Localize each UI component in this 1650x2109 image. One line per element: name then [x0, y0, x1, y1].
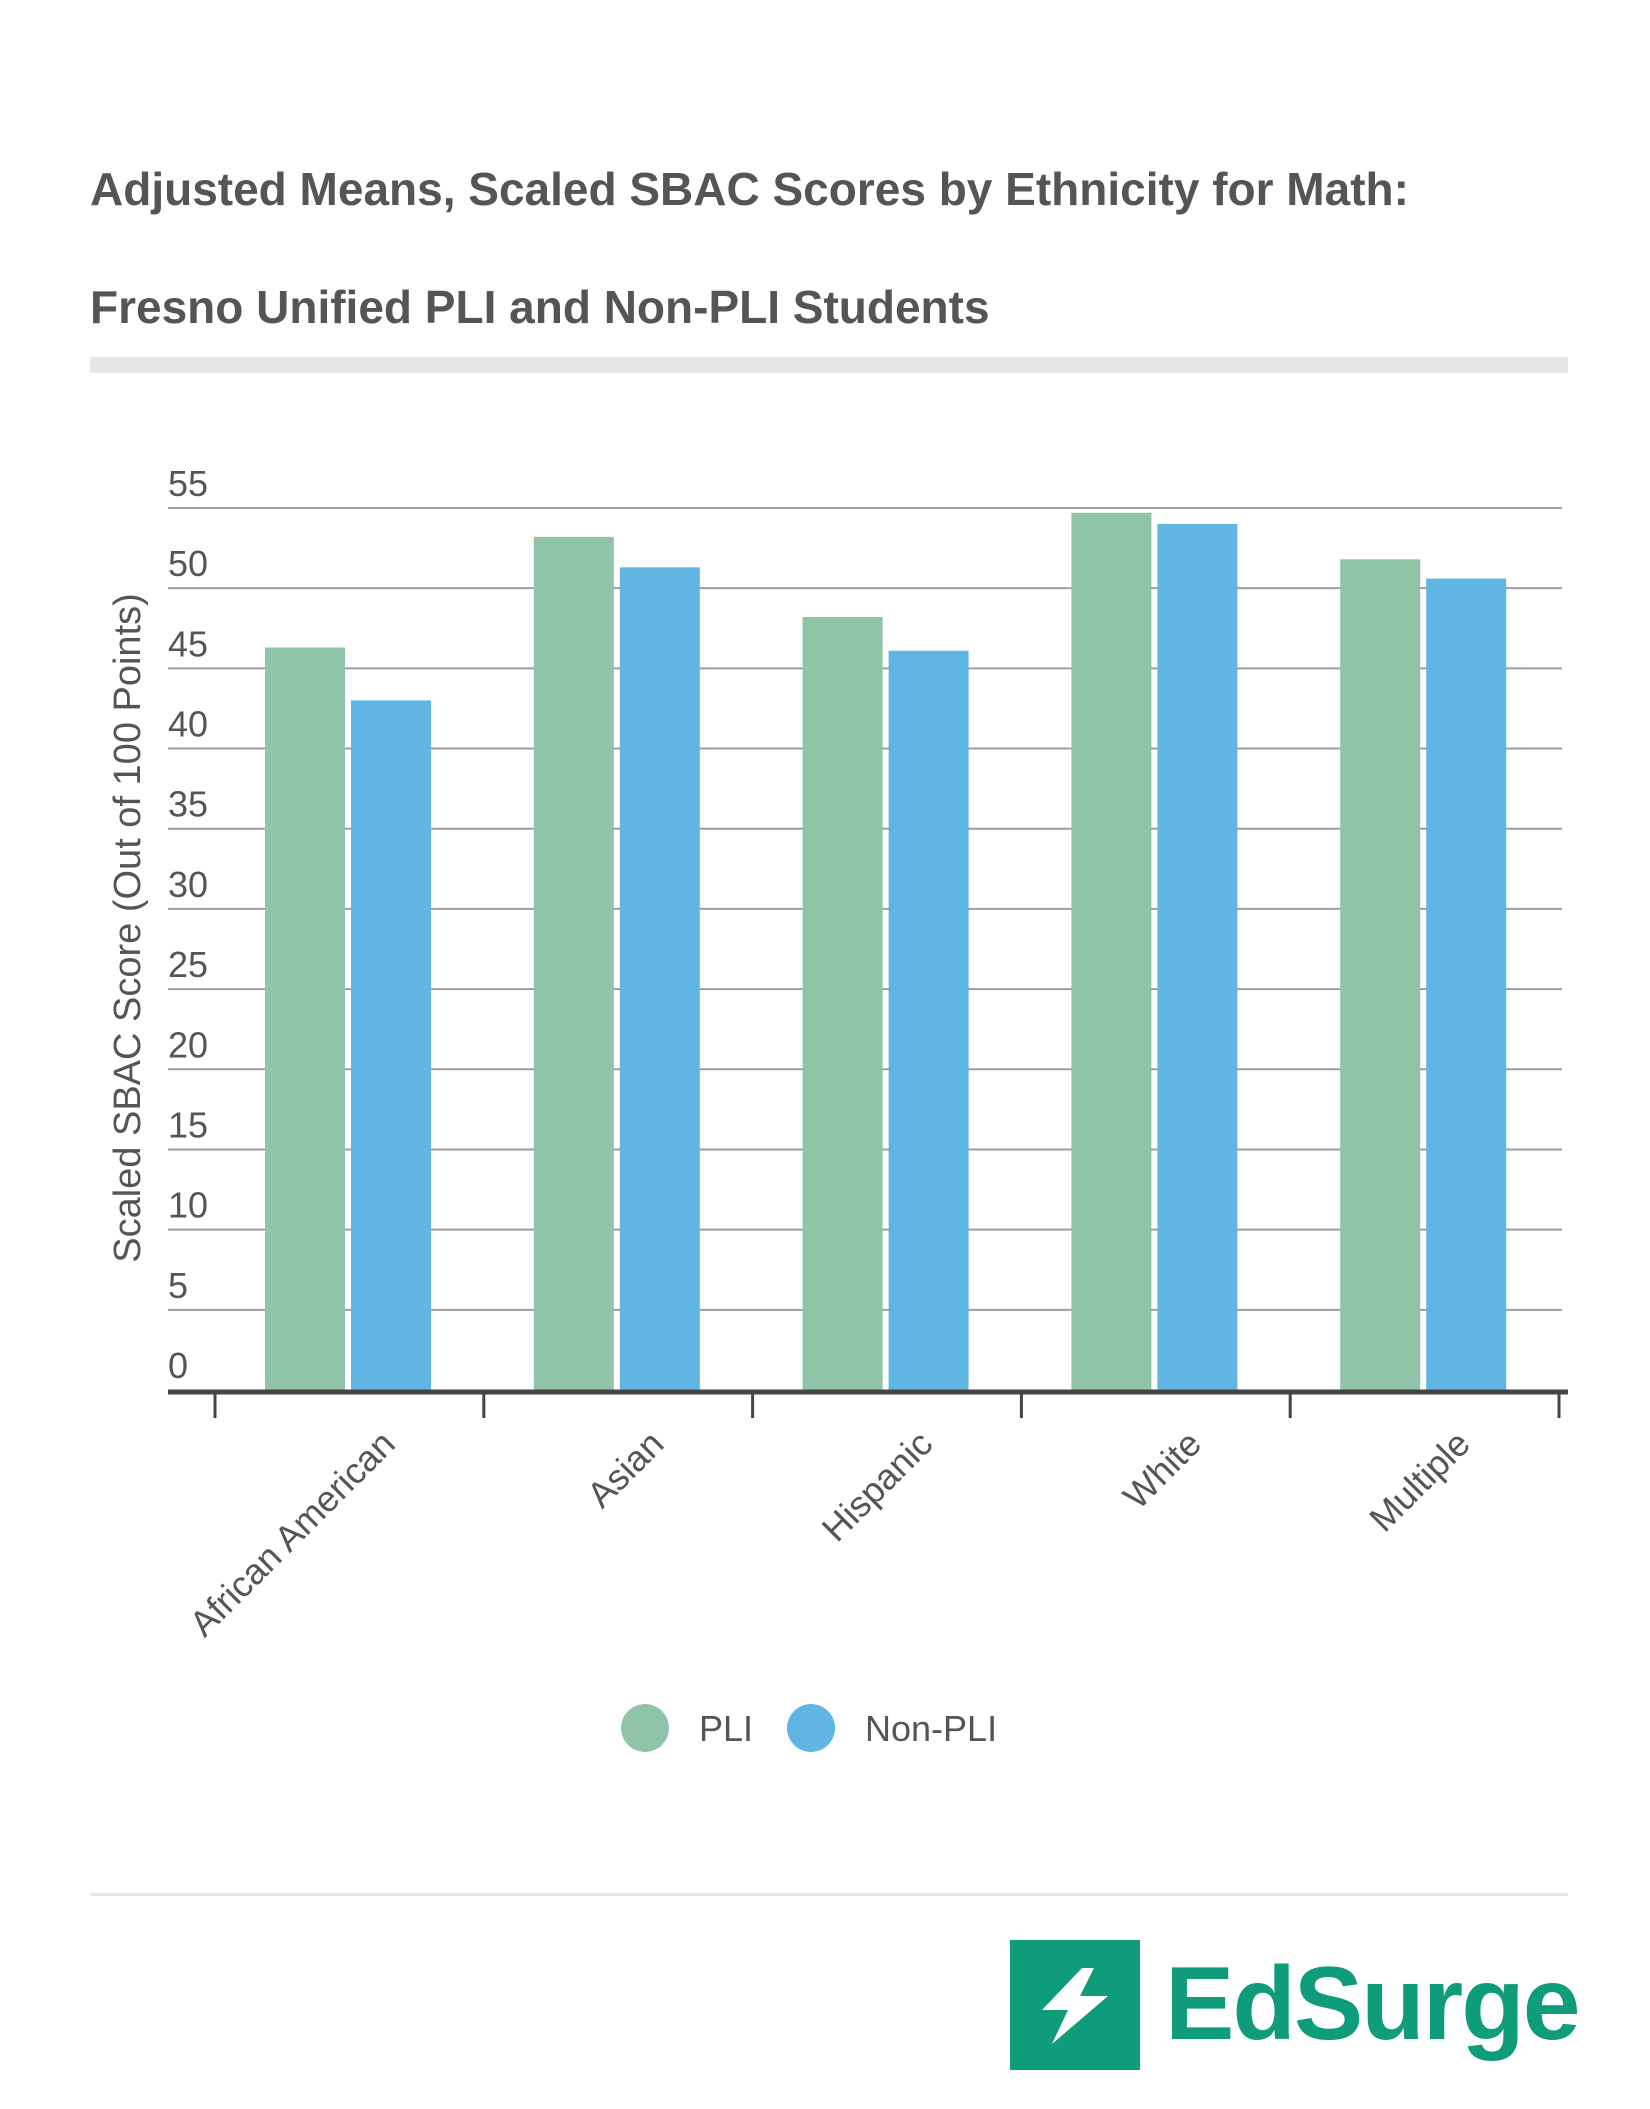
y-tick-label: 55 [168, 463, 208, 504]
x-tick-label: Hispanic [814, 1423, 941, 1550]
bar-non-pli [1426, 578, 1507, 1390]
chart-title: Adjusted Means, Scaled SBAC Scores by Et… [90, 163, 1409, 333]
bar-non-pli [888, 650, 969, 1390]
y-tick-label: 20 [168, 1024, 208, 1065]
y-tick-label: 0 [168, 1345, 188, 1386]
legend-swatch [621, 1704, 669, 1752]
edsurge-logo: EdSurge [1010, 1940, 1581, 2070]
bar-non-pli [1157, 524, 1238, 1390]
bar-pli [802, 617, 883, 1390]
x-tick-label: Asian [579, 1423, 672, 1516]
y-tick-label: 35 [168, 784, 208, 825]
y-tick-label: 25 [168, 944, 208, 985]
bar-pli [533, 536, 614, 1390]
bar-pli [1340, 559, 1421, 1390]
y-tick-label: 50 [168, 543, 208, 584]
x-tick-label: Multiple [1361, 1423, 1478, 1540]
lightning-bolt-icon [1010, 1940, 1140, 2070]
y-tick-label: 10 [168, 1185, 208, 1226]
bar-non-pli [351, 700, 431, 1390]
x-tick-label: White [1115, 1423, 1209, 1517]
y-tick-label: 5 [168, 1265, 188, 1306]
legend-swatch [787, 1704, 835, 1752]
bar-non-pli [619, 567, 700, 1390]
x-tick-label: African American [181, 1423, 402, 1644]
bar-pli [1071, 512, 1152, 1390]
bar-pli [265, 647, 345, 1390]
y-tick-label: 30 [168, 864, 208, 905]
y-tick-label: 45 [168, 623, 208, 664]
bar-chart: 0 5 10 15 20 25 30 35 40 45 50 55 Scaled SBAC Score … [107, 463, 1568, 1752]
logo-wordmark: EdSurge [1165, 1946, 1581, 2062]
legend-label: PLI [699, 1708, 753, 1749]
title-divider [90, 357, 1568, 373]
y-tick-label: 40 [168, 704, 208, 745]
y-tick-label: 15 [168, 1104, 208, 1145]
y-axis-label: Scaled SBAC Score (Out of 100 Points) [107, 593, 149, 1263]
footer-divider [90, 1893, 1568, 1896]
legend-label: Non-PLI [865, 1708, 997, 1749]
